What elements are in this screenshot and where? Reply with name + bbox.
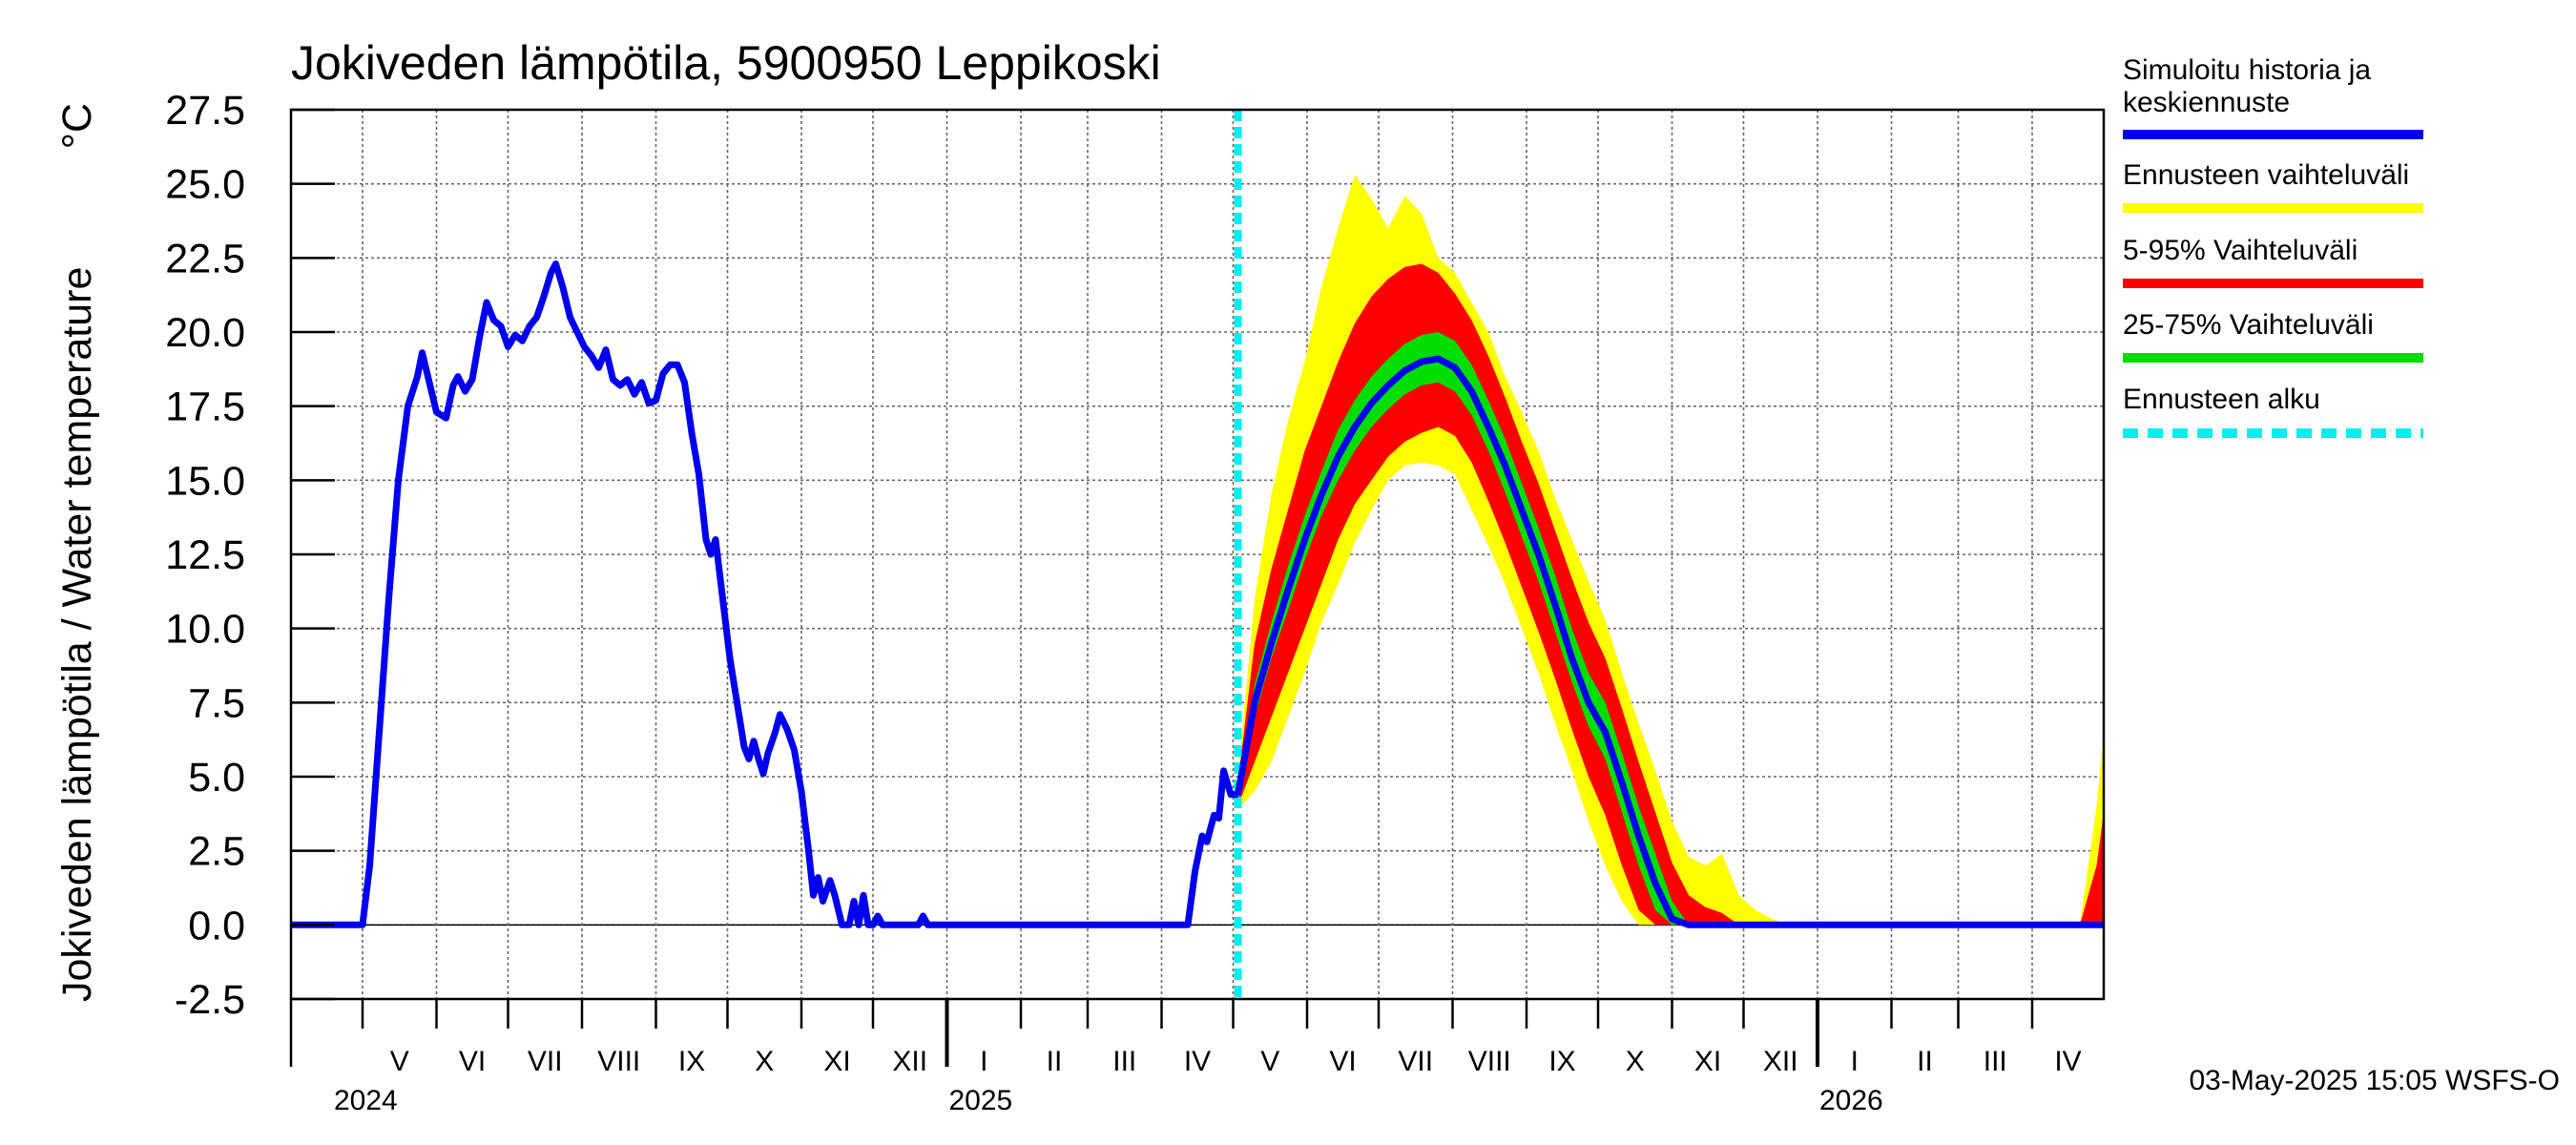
legend-label: Ennusteen alku (2123, 384, 2320, 415)
y-tick-label: 0.0 (188, 903, 245, 948)
month-label: III (1984, 1046, 2007, 1077)
legend-label: Simuloitu historia ja keskiennuste (2123, 54, 2371, 118)
month-label: III (1112, 1046, 1136, 1077)
month-label: VIII (1468, 1046, 1511, 1077)
month-label: IV (2054, 1046, 2081, 1077)
legend: Simuloitu historia ja keskiennuste Ennuste… (2123, 54, 2423, 438)
y-tick-label: 2.5 (188, 829, 245, 875)
month-label: XI (823, 1046, 850, 1077)
legend-label-line: 25-75% Vaihteluväli (2123, 309, 2374, 341)
legend-label-line: Ennusteen alku (2123, 384, 2320, 415)
legend-label: Ennusteen vaihteluväli (2123, 159, 2409, 191)
month-label: VII (1398, 1046, 1433, 1077)
month-label: IX (1548, 1046, 1575, 1077)
legend-label-line: Ennusteen vaihteluväli (2123, 159, 2409, 191)
y-axis: 27.5 25.0 22.5 20.0 17.5 15.0 12.5 10.0 7.5 5.0 2.… (165, 88, 335, 1023)
month-label: X (755, 1046, 774, 1077)
year-label: 2025 (949, 1085, 1013, 1116)
chart-title: Jokiveden lämpötila, 5900950 Leppikoski (291, 36, 1161, 90)
legend-label: 5-95% Vaihteluväli (2123, 235, 2358, 266)
band-5-95 (1237, 263, 1816, 926)
legend-item: Simuloitu historia ja keskiennuste (2123, 54, 2423, 139)
year-label: 2026 (1819, 1085, 1883, 1116)
year-label: 2024 (334, 1085, 398, 1116)
month-label: XII (892, 1046, 927, 1077)
y-tick-label: 15.0 (165, 458, 245, 504)
legend-item: Ennusteen vaihteluväli (2123, 159, 2423, 213)
forecast-bands (1237, 175, 2104, 926)
month-label: I (1851, 1046, 1859, 1077)
month-label: VI (1329, 1046, 1356, 1077)
data-lines (291, 110, 2104, 999)
month-label: II (1047, 1046, 1063, 1077)
y-tick-label: 22.5 (165, 236, 245, 281)
y-axis-unit: °C (54, 103, 100, 149)
legend-item: 5-95% Vaihteluväli (2123, 235, 2423, 288)
x-axis: V VI VII VIII IX X XI XII I II III IV V VI VII VIII IX X X… (289, 999, 2082, 1116)
y-tick-label: 25.0 (165, 162, 245, 208)
month-label: X (1626, 1046, 1645, 1077)
month-label: IX (678, 1046, 705, 1077)
y-tick-label: 27.5 (165, 88, 245, 134)
month-label: XII (1763, 1046, 1798, 1077)
series-simulated-history (291, 260, 1238, 928)
legend-item: 25-75% Vaihteluväli (2123, 309, 2423, 363)
month-label: I (980, 1046, 987, 1077)
month-label: V (1260, 1046, 1279, 1077)
band-5-95-late (2080, 812, 2104, 926)
legend-label-line: Simuloitu historia ja (2123, 54, 2371, 86)
month-label: XI (1694, 1046, 1721, 1077)
y-tick-label: 17.5 (165, 385, 245, 430)
footer-timestamp: 03-May-2025 15:05 WSFS-O (2190, 1065, 2561, 1096)
month-label: V (390, 1046, 409, 1077)
month-label: IV (1184, 1046, 1211, 1077)
month-label: VII (528, 1046, 563, 1077)
month-label: VIII (597, 1046, 640, 1077)
month-label: VI (459, 1046, 486, 1077)
legend-label-line: keskiennuste (2123, 87, 2290, 118)
y-tick-label: -2.5 (175, 977, 245, 1023)
y-tick-label: 10.0 (165, 607, 245, 653)
legend-label-line: 5-95% Vaihteluväli (2123, 235, 2358, 266)
y-tick-label: 5.0 (188, 755, 245, 801)
y-axis-label: Jokiveden lämpötila / Water temperature (54, 267, 100, 1002)
legend-label: 25-75% Vaihteluväli (2123, 309, 2374, 341)
month-label: II (1917, 1046, 1933, 1077)
y-tick-label: 7.5 (188, 680, 245, 726)
y-tick-label: 20.0 (165, 310, 245, 356)
series-mean-forecast (1235, 355, 2104, 928)
y-tick-label: 12.5 (165, 532, 245, 578)
legend-item: Ennusteen alku (2123, 384, 2423, 438)
